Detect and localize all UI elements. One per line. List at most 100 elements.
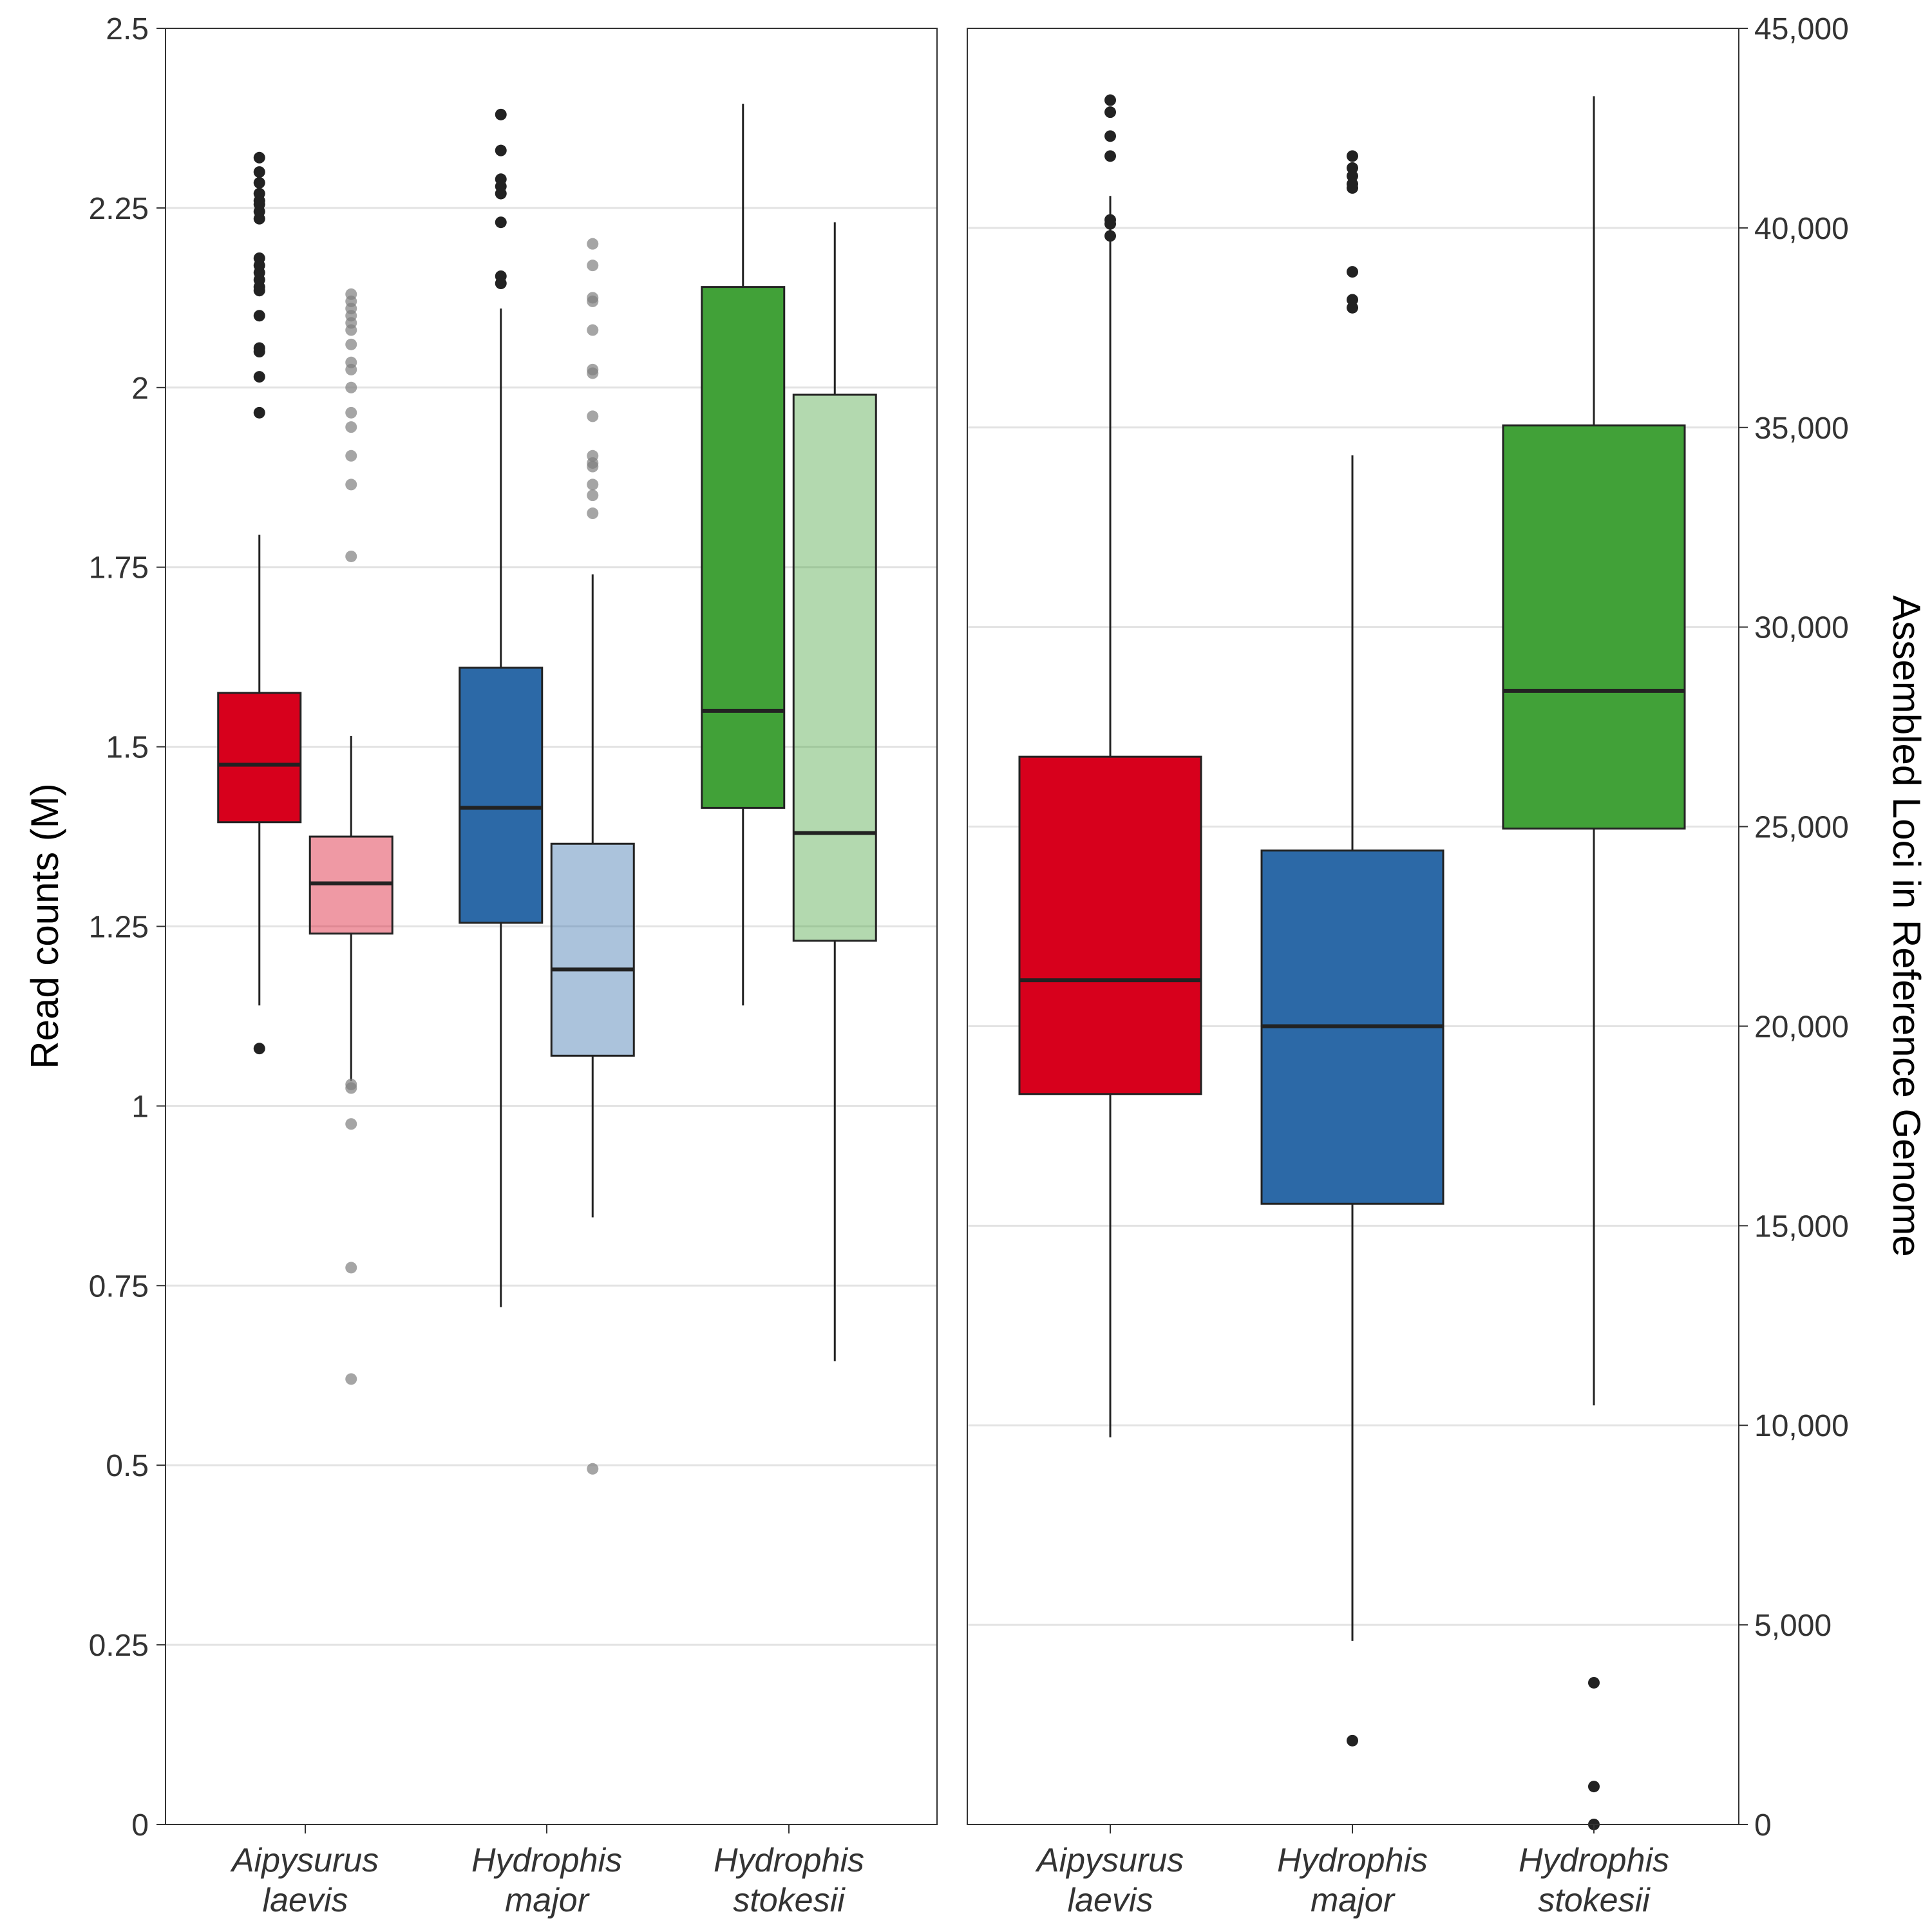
right-x-axis: AipysuruslaevisHydrophismajorHydrophisst… (1035, 1824, 1669, 1919)
box-group (701, 104, 786, 1006)
x-category-label-line1: Aipysurus (230, 1842, 379, 1879)
box-group (1018, 94, 1202, 1437)
y-tick-label: 2.5 (106, 12, 149, 46)
outlier-point (345, 1262, 357, 1274)
outlier-point (587, 1463, 599, 1475)
outlier-point (1104, 214, 1116, 226)
right-box-marks (1018, 94, 1686, 1830)
left-y-axis-title: Read counts (M) (23, 783, 66, 1069)
outlier-point (1104, 230, 1116, 242)
y-tick-label: 10,000 (1754, 1409, 1849, 1443)
y-tick-label: 0 (1754, 1808, 1772, 1842)
x-category-label-line1: Hydrophis (1277, 1842, 1428, 1879)
outlier-point (1347, 266, 1358, 278)
box-group (550, 238, 635, 1475)
outlier-point (1347, 1734, 1358, 1747)
y-tick-label: 0.75 (89, 1269, 149, 1303)
y-tick-label: 5,000 (1754, 1609, 1832, 1643)
outlier-point (1347, 170, 1358, 182)
outlier-point (1588, 1676, 1600, 1689)
left-x-axis: AipysuruslaevisHydrophismajorHydrophisst… (230, 1824, 864, 1919)
outlier-point (345, 1118, 357, 1130)
outlier-point (495, 270, 507, 282)
outlier-point (345, 356, 357, 368)
box (1018, 755, 1202, 1095)
outlier-point (1588, 1781, 1600, 1793)
box (459, 667, 544, 924)
outlier-point (345, 288, 357, 300)
y-tick-label: 1.75 (89, 551, 149, 585)
outlier-point (1347, 294, 1358, 306)
y-tick-label: 0 (131, 1808, 149, 1842)
y-tick-label: 2 (131, 372, 149, 406)
outlier-point (1104, 150, 1116, 162)
outlier-point (253, 187, 265, 200)
box (701, 286, 786, 809)
outlier-point (1347, 162, 1358, 174)
box-group (459, 108, 544, 1307)
outlier-point (587, 507, 599, 520)
box-group (1502, 96, 1686, 1830)
y-tick-label: 30,000 (1754, 611, 1849, 645)
y-tick-label: 15,000 (1754, 1209, 1849, 1244)
x-category-label-line1: Hydrophis (714, 1842, 864, 1879)
outlier-point (1347, 178, 1358, 190)
outlier-point (1104, 94, 1116, 106)
outlier-point (587, 324, 599, 336)
outlier-point (345, 1373, 357, 1385)
box (792, 393, 877, 942)
x-category-label-line2: major (1311, 1882, 1396, 1919)
y-tick-label: 0.25 (89, 1629, 149, 1663)
outlier-point (1347, 301, 1358, 314)
outlier-point (253, 406, 265, 419)
outlier-point (587, 363, 599, 375)
outlier-point (1104, 106, 1116, 118)
outlier-point (345, 478, 357, 491)
outlier-point (587, 410, 599, 422)
x-category-label-line2: major (505, 1882, 591, 1919)
outlier-point (253, 176, 265, 189)
outlier-point (587, 260, 599, 272)
y-tick-label: 25,000 (1754, 811, 1849, 845)
y-tick-label: 1 (131, 1090, 149, 1124)
outlier-point (253, 166, 265, 178)
assembled-loci-panel: 0 5,000 10,000 15,000 20,000 25,000 30,000 35,0… (967, 12, 1928, 1919)
outlier-point (345, 406, 357, 419)
box-group (1260, 150, 1444, 1747)
x-category-label-line2: stokesii (733, 1882, 846, 1919)
outlier-point (495, 173, 507, 185)
x-category-label-line2: laevis (1068, 1882, 1153, 1919)
outlier-point (345, 338, 357, 350)
outlier-point (345, 450, 357, 462)
outlier-point (495, 144, 507, 156)
x-category-label-line1: Aipysurus (1035, 1842, 1184, 1879)
outlier-point (345, 1078, 357, 1090)
outlier-point (587, 450, 599, 462)
outlier-point (345, 381, 357, 393)
y-tick-label: 1.5 (106, 731, 149, 765)
outlier-point (1347, 150, 1358, 162)
box-group (792, 222, 877, 1361)
outlier-point (253, 310, 265, 322)
x-category-label-line2: stokesii (1538, 1882, 1651, 1919)
y-tick-label: 0.5 (106, 1449, 149, 1483)
outlier-point (587, 489, 599, 502)
outlier-point (587, 292, 599, 304)
read-counts-panel: 0 0.25 0.5 0.75 1 1.25 1.5 1.75 2 2.25 2.5 Aipysur… (23, 12, 938, 1919)
outlier-point (253, 252, 265, 264)
y-tick-label: 20,000 (1754, 1010, 1849, 1044)
left-box-marks (217, 104, 877, 1475)
outlier-point (253, 342, 265, 354)
box (1502, 424, 1686, 830)
outlier-point (1104, 130, 1116, 142)
y-tick-label: 35,000 (1754, 412, 1849, 446)
y-tick-label: 40,000 (1754, 212, 1849, 246)
box-group (308, 288, 393, 1385)
box (550, 842, 635, 1057)
right-y-axis: 0 5,000 10,000 15,000 20,000 25,000 30,000 35,0… (1739, 12, 1849, 1842)
x-category-label-line1: Hydrophis (471, 1842, 622, 1879)
outlier-point (253, 1043, 265, 1055)
y-tick-label: 1.25 (89, 911, 149, 945)
box (217, 692, 302, 824)
